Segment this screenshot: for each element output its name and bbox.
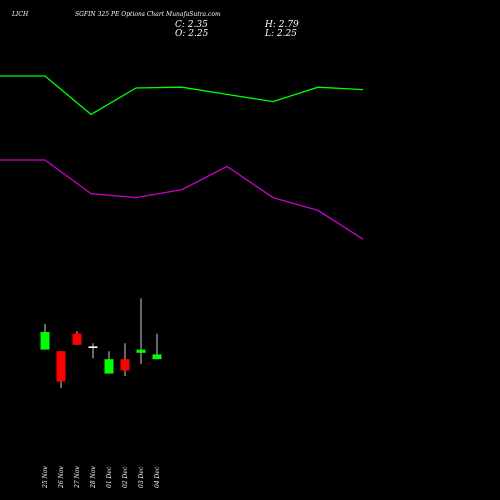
candle-body [88,346,98,348]
x-tick-label: 01 Dec [106,466,113,488]
x-tick-label: 02 Dec [122,466,129,488]
x-tick-label: 25 Nov [42,466,49,489]
candle [136,298,146,364]
lower-band-line [0,159,364,240]
candle [104,351,114,374]
candle-body [72,333,82,345]
candle [56,351,66,388]
candlesticks [40,298,162,388]
x-tick-label: 03 Dec [138,466,145,488]
candle-body [56,351,66,382]
indicator-lines [0,75,364,240]
chart-title: SGFIN 325 PE Options Chart MunafaSutra.c… [75,11,221,18]
low-value: L: 2.25 [265,29,297,39]
chart-symbol: LICH [12,11,29,18]
x-axis-labels: 25 Nov 26 Nov 27 Nov 28 Nov 01 Dec 02 Dec 03 D… [42,466,161,489]
x-tick-label: 26 Nov [58,466,65,489]
x-tick-label: 28 Nov [90,466,97,489]
candle-body [136,349,146,353]
x-tick-label: 04 Dec [154,466,161,488]
upper-band-line [0,75,364,116]
open-value: O: 2.25 [175,29,209,39]
candle [152,333,162,360]
high-value: H: 2.79 [265,20,299,30]
close-value: C: 2.35 [175,20,208,30]
candle [40,324,50,350]
candle-body [40,332,50,350]
candle [72,331,82,345]
candle-body [104,359,114,374]
x-tick-label: 27 Nov [74,466,81,489]
candle [88,343,98,359]
candle-body [120,359,130,371]
candle [120,343,130,376]
candle-body [152,354,162,360]
